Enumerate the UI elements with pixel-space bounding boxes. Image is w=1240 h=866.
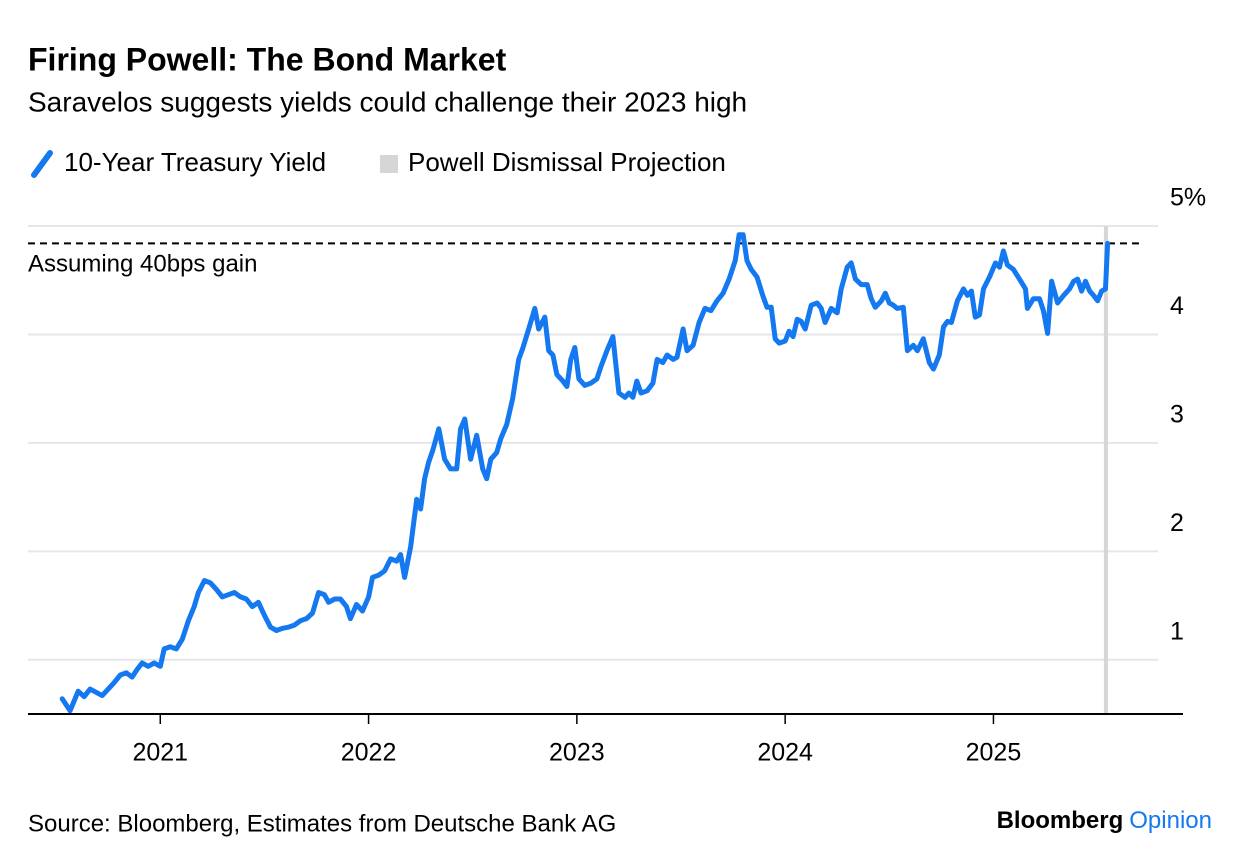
y-tick-label: 1 [1170, 617, 1184, 645]
line-series [59, 232, 1111, 714]
legend-label: Powell Dismissal Projection [408, 147, 726, 177]
brand-name: Bloomberg [997, 807, 1124, 834]
reference-label: Assuming 40bps gain [28, 251, 257, 278]
y-tick-label: 2 [1170, 509, 1184, 537]
x-tick-label: 2024 [757, 739, 813, 767]
x-tick-label: 2021 [132, 739, 188, 767]
source: Source: Bloomberg, Estimates from Deutsc… [28, 810, 616, 837]
legend-swatch-line [31, 150, 53, 178]
brand: Bloomberg Opinion [997, 807, 1212, 834]
x-tick-label: 2022 [341, 739, 397, 767]
chart-subtitle: Saravelos suggests yields could challeng… [28, 86, 747, 117]
y-tick-label: 5% [1170, 184, 1206, 212]
legend-swatch-projection [380, 155, 398, 173]
brand-section: Opinion [1129, 807, 1212, 834]
y-tick-label: 3 [1170, 400, 1184, 428]
y-tick-label: 4 [1170, 292, 1184, 320]
x-tick-label: 2025 [966, 739, 1022, 767]
chart-title: Firing Powell: The Bond Market [28, 41, 507, 77]
legend-label: 10-Year Treasury Yield [64, 147, 326, 177]
x-tick-label: 2023 [549, 739, 605, 767]
